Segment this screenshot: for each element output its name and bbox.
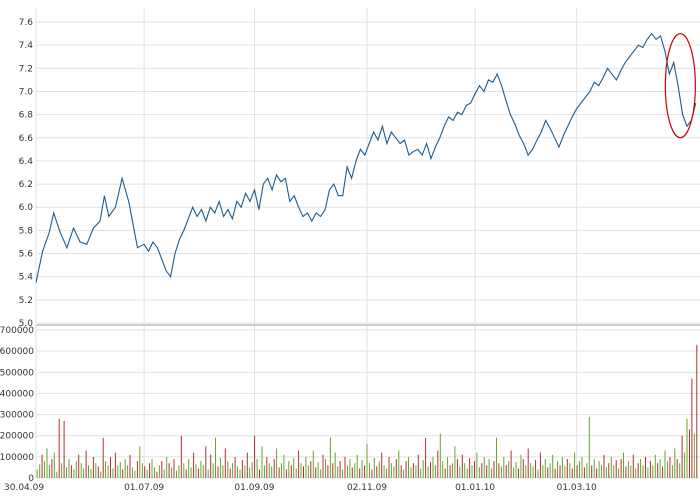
price-y-tick-label: 6.8 <box>19 111 34 121</box>
x-tick-label: 01.07.09 <box>124 483 164 493</box>
price-y-axis: 5.0 5.2 5.4 5.6 5.8 6.0 6.2 6.4 6.6 6.8 7.0 7.2 7.4 7… <box>19 18 34 329</box>
x-tick-label: 01.09.09 <box>234 483 274 493</box>
price-y-tick-label: 7.6 <box>19 18 34 28</box>
annotation-circle <box>664 33 696 139</box>
price-y-tick-label: 6.6 <box>19 134 34 144</box>
volume-grid <box>35 326 700 479</box>
volume-y-tick-label: 200000 <box>0 432 34 442</box>
price-y-tick-label: 5.2 <box>19 296 33 306</box>
volume-y-tick-label: 100000 <box>0 453 34 463</box>
price-line <box>35 32 697 283</box>
volume-y-axis: 0 100000 200000 300000 400000 500000 600000 700… <box>0 326 34 484</box>
price-y-tick-label: 6.0 <box>19 203 34 213</box>
volume-y-tick-label: 700000 <box>0 326 34 336</box>
volume-y-tick-label: 400000 <box>0 389 34 399</box>
price-panel: 5.0 5.2 5.4 5.6 5.8 6.0 6.2 6.4 6.6 6.8 7.0 7.2 7.4 7… <box>19 8 700 329</box>
price-y-tick-label: 5.0 <box>19 319 34 329</box>
x-tick-label: 02.11.09 <box>347 483 387 493</box>
price-y-tick-label: 6.2 <box>19 180 33 190</box>
price-y-tick-label: 5.6 <box>19 250 34 260</box>
volume-y-tick-label: 600000 <box>0 347 34 357</box>
volume-bars <box>36 344 698 478</box>
volume-y-tick-label: 500000 <box>0 368 34 378</box>
price-y-tick-label: 7.4 <box>19 41 34 51</box>
price-y-tick-label: 6.4 <box>19 157 34 167</box>
x-tick-label: 01.03.10 <box>557 483 597 493</box>
price-y-tick-label: 7.2 <box>19 64 33 74</box>
volume-y-tick-label: 300000 <box>0 411 34 421</box>
price-y-tick-label: 5.8 <box>19 226 34 236</box>
x-tick-label: 01.01.10 <box>455 483 495 493</box>
volume-y-tick-label: 0 <box>28 474 34 484</box>
x-tick-label: 30.04.09 <box>4 483 44 493</box>
price-grid <box>35 8 700 324</box>
volume-panel: 0 100000 200000 300000 400000 500000 600000 700… <box>0 326 700 493</box>
x-axis: 30.04.09 01.07.09 01.09.09 02.11.09 01.01.10… <box>4 483 597 493</box>
price-y-tick-label: 7.0 <box>19 87 34 97</box>
price-y-tick-label: 5.4 <box>19 273 34 283</box>
